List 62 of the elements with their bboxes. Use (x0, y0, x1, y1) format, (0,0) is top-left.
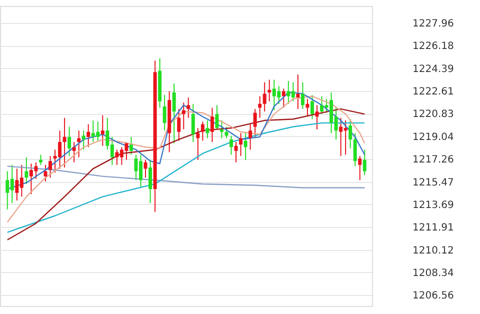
candlestick (296, 74, 300, 110)
y-tick-label: 1211.91 (412, 222, 454, 234)
candlestick (348, 118, 352, 149)
candlestick (191, 103, 195, 143)
line-series (6, 122, 366, 233)
candlestick (282, 88, 286, 108)
candlestick (200, 121, 204, 142)
candlestick (300, 82, 304, 110)
y-tick-label: 1208.34 (412, 268, 454, 279)
y-tick-label: 1220.83 (412, 109, 454, 120)
candlestick (172, 83, 176, 144)
y-tick-label: 1206.56 (412, 290, 454, 302)
y-tick-label: 1227.96 (412, 18, 454, 30)
candlestick (182, 102, 186, 130)
candlestick (258, 96, 262, 118)
candlestick (239, 132, 243, 156)
candlestick (244, 132, 248, 160)
y-tick-label: 1217.26 (412, 154, 454, 166)
candlestick (262, 82, 266, 112)
y-tick-label: 1226.18 (412, 41, 454, 52)
candlestick (230, 135, 233, 156)
candlestick (358, 156, 362, 181)
candlestick (186, 97, 190, 118)
candlestick (224, 126, 228, 139)
candlestick (144, 159, 148, 178)
candlestick (82, 130, 86, 150)
candlestick (310, 94, 314, 120)
y-tick-label: 1215.47 (412, 177, 454, 188)
candlestick (196, 128, 200, 160)
candlestick (248, 124, 252, 150)
y-tick-label: 1213.69 (412, 200, 454, 211)
candlestick (129, 136, 133, 156)
candlestick (24, 156, 28, 184)
candlestick (215, 104, 219, 130)
y-tick-label: 1210.12 (412, 245, 454, 256)
candlestick (206, 120, 210, 139)
y-tick-label: 1219.04 (412, 132, 454, 143)
candlestick (162, 94, 166, 132)
candlestick (86, 124, 90, 148)
candlestick (148, 159, 152, 204)
candlestick (100, 114, 104, 146)
candlestick (48, 156, 52, 178)
y-tick-label: 1222.61 (412, 86, 454, 98)
candlestick (234, 142, 238, 163)
candlestick (77, 130, 81, 158)
line-series (6, 166, 366, 188)
candlestick (315, 104, 319, 130)
candlestick (353, 132, 357, 167)
y-tick-label: 1224.39 (412, 64, 454, 75)
line-series (6, 108, 366, 240)
candlestick (306, 98, 310, 118)
candlestick (362, 149, 366, 176)
candlestick (177, 108, 181, 142)
candlestick (38, 154, 42, 166)
candlestick (210, 107, 214, 143)
candlestick (44, 164, 48, 182)
candlestick (62, 117, 66, 168)
candlestick (253, 108, 257, 138)
candlestick (220, 120, 224, 139)
candlestick (68, 126, 72, 156)
candlestick (268, 79, 272, 102)
candlestick (72, 142, 76, 163)
